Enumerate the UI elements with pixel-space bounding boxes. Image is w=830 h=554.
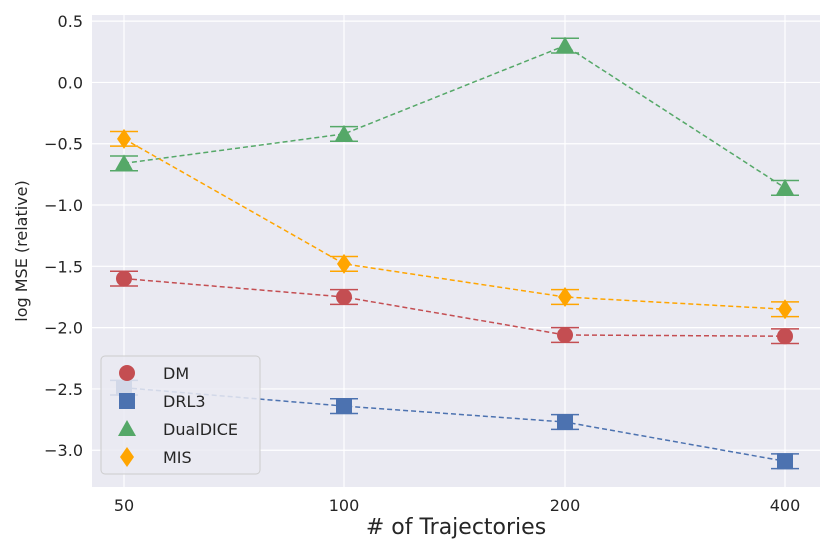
legend-marker	[120, 447, 134, 467]
legend-label: MIS	[163, 448, 192, 467]
series-dualdice	[110, 36, 799, 196]
y-tick-label: 0.5	[58, 12, 83, 31]
legend-item-dm: DM	[119, 364, 189, 383]
x-tick-label: 100	[329, 496, 360, 515]
data-point	[117, 128, 131, 149]
legend-marker	[119, 393, 135, 409]
legend-marker	[118, 420, 136, 436]
x-tick-label: 400	[770, 496, 801, 515]
data-point	[557, 414, 573, 431]
data-point	[336, 398, 352, 415]
y-tick-label: −2.5	[44, 380, 83, 399]
data-point	[336, 288, 352, 305]
y-tick-label: −1.0	[44, 196, 83, 215]
series-line	[123, 277, 786, 337]
y-axis-ticks: 0.5 0.0 −0.5 −1.0 −1.5 −2.0 −2.5 −3.0	[44, 12, 83, 460]
data-point	[115, 154, 133, 171]
y-tick-label: −0.5	[44, 135, 83, 154]
series-dm	[110, 270, 799, 345]
data-point	[116, 270, 132, 287]
series-line	[123, 386, 786, 462]
data-point	[337, 253, 351, 274]
legend-label: DRL3	[163, 392, 206, 411]
series-line	[123, 138, 786, 310]
legend-item-mis: MIS	[120, 447, 192, 467]
series-line	[123, 44, 786, 189]
legend-label: DualDICE	[163, 420, 238, 439]
y-tick-label: −3.0	[44, 441, 83, 460]
data-point	[777, 328, 793, 345]
x-axis-ticks: 50 100 200 400	[114, 496, 800, 515]
x-axis-title: # of Trajectories	[366, 515, 546, 540]
legend-marker	[119, 365, 135, 381]
data-point	[777, 453, 793, 470]
y-tick-label: −1.5	[44, 257, 83, 276]
legend-label: DM	[163, 364, 189, 383]
data-point	[335, 124, 353, 141]
legend-item-dualdice: DualDICE	[118, 420, 238, 439]
y-tick-label: −2.0	[44, 319, 83, 338]
data-point	[558, 286, 572, 307]
data-point	[776, 178, 794, 195]
x-tick-label: 50	[114, 496, 134, 515]
data-point	[778, 299, 792, 320]
x-tick-label: 200	[550, 496, 581, 515]
y-tick-label: 0.0	[58, 73, 83, 92]
legend: DM DRL3 DualDICE MIS	[100, 355, 261, 475]
legend-box	[100, 355, 261, 475]
data-point	[556, 36, 574, 53]
data-point	[557, 326, 573, 343]
legend-item-drl3: DRL3	[119, 392, 206, 411]
y-axis-title: log MSE (relative)	[12, 180, 31, 321]
series-mis	[110, 128, 799, 320]
